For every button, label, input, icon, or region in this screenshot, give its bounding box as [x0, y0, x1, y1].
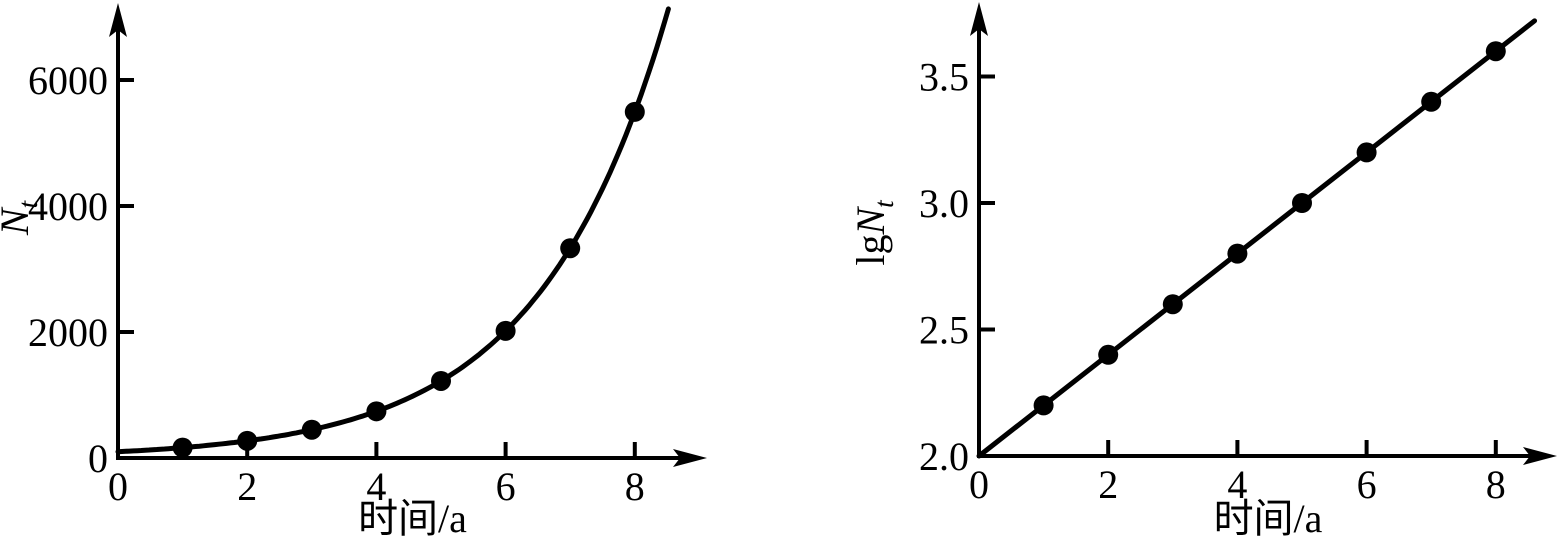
y-axis-label-prefix: lg	[848, 235, 893, 266]
y-axis-label-subscript: t	[13, 199, 43, 208]
exponential-chart: 0 2 4 6 8 0 2000 4000 6000 时间/a Nt	[0, 3, 707, 536]
y-tick-label: 3.0	[919, 181, 969, 226]
x-tick-label: 2	[1098, 462, 1118, 507]
data-point	[495, 320, 516, 341]
data-point	[1421, 91, 1442, 112]
x-tick-label: 4	[1227, 462, 1247, 507]
x-tick-label: 8	[1486, 462, 1506, 507]
x-axis-label: 时间/a	[358, 496, 467, 536]
data-point	[1033, 395, 1054, 416]
y-axis-label: Nt	[0, 199, 43, 236]
y-axis-arrowhead-icon	[109, 3, 127, 37]
data-point	[1356, 142, 1377, 163]
data-point	[431, 370, 451, 391]
x-tick-label: 4	[366, 464, 386, 509]
data-point	[560, 238, 581, 259]
y-axis-arrowhead-icon	[970, 2, 988, 36]
data-point	[301, 419, 322, 440]
x-tick-label: 6	[1357, 462, 1377, 507]
y-tick-label: 2.0	[919, 434, 969, 479]
y-axis-label-symbol: N	[0, 206, 37, 236]
x-axis-label: 时间/a	[1214, 496, 1323, 536]
x-tick-label: 0	[108, 464, 128, 509]
x-tick-label: 0	[969, 462, 989, 507]
data-point	[1485, 41, 1506, 62]
data-point	[172, 437, 193, 458]
x-tick-label: 6	[496, 464, 516, 509]
y-axis-label-subscript: t	[869, 199, 899, 208]
data-point	[1162, 294, 1183, 315]
y-tick-label: 2000	[28, 310, 108, 355]
data-point	[1098, 344, 1119, 365]
data-point	[1292, 193, 1312, 213]
x-tick-label: 2	[237, 464, 257, 509]
y-tick-label: 3.5	[919, 55, 969, 100]
loglinear-chart: 0 2 4 6 8 2.0 2.5 3.0 3.5 时间/a lgNt	[848, 2, 1557, 536]
y-axis-label-symbol: N	[848, 206, 893, 236]
data-point	[237, 430, 258, 451]
data-point	[624, 101, 645, 122]
y-axis-label: lgNt	[848, 199, 899, 266]
y-tick-label: 0	[88, 436, 108, 481]
exponential-growth-curve	[115, 6, 671, 455]
y-tick-label: 6000	[28, 58, 108, 103]
data-point	[366, 401, 387, 422]
x-axis-arrowhead-icon	[673, 449, 707, 467]
log-linear-fit-line	[976, 18, 1538, 459]
data-point	[1227, 243, 1248, 264]
y-tick-label: 4000	[28, 184, 108, 229]
y-tick-label: 2.5	[919, 308, 969, 353]
x-tick-label: 8	[625, 464, 645, 509]
x-axis-arrowhead-icon	[1523, 447, 1557, 465]
